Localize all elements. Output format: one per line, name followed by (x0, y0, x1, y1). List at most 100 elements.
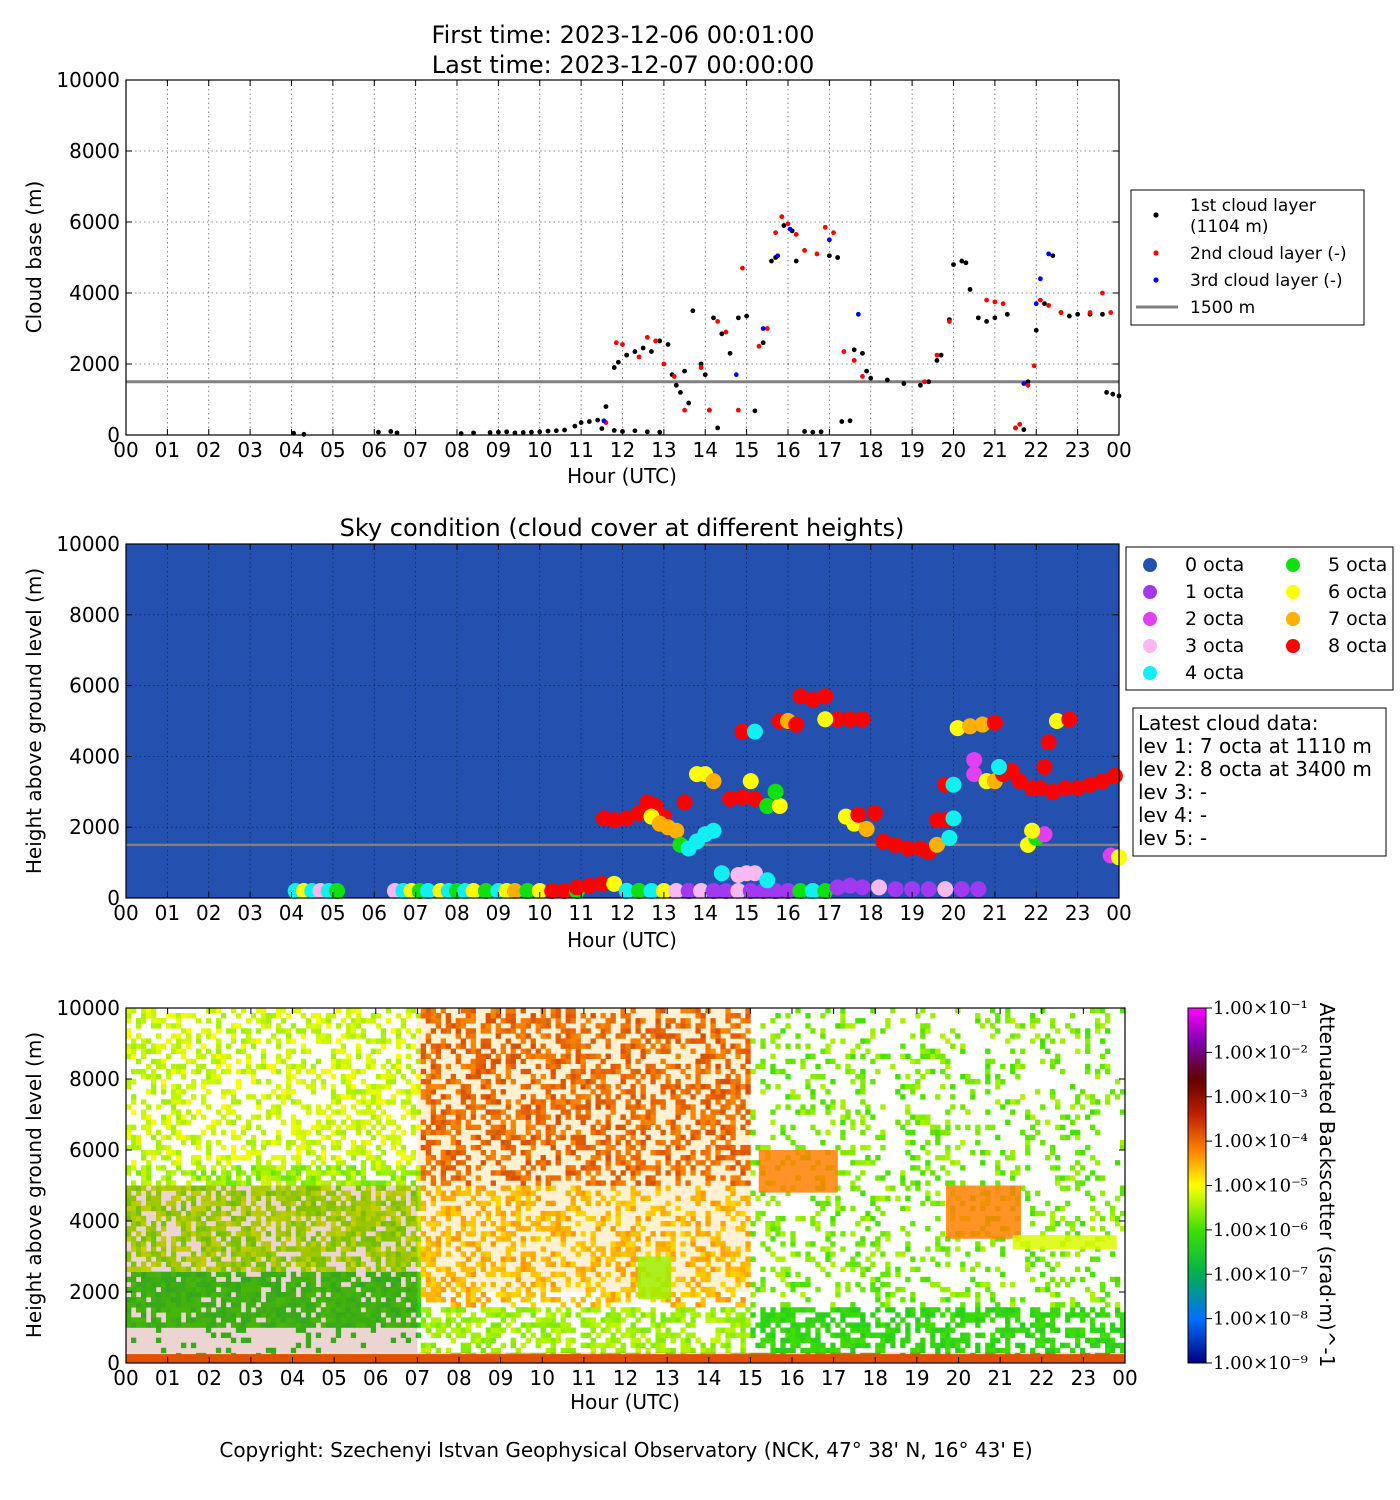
backscatter-cell (560, 1256, 566, 1262)
legend-label-layer1-detail: (1104 m) (1190, 217, 1269, 237)
backscatter-cell (610, 1322, 616, 1328)
backscatter-cell (470, 1099, 476, 1105)
backscatter-cell (630, 1043, 636, 1049)
backscatter-cell (730, 1180, 736, 1186)
backscatter-cell (430, 1068, 436, 1075)
backscatter-cell (485, 1099, 491, 1105)
backscatter-cell (705, 1286, 711, 1293)
backscatter-cell (700, 1084, 706, 1090)
backscatter-cell (625, 1144, 631, 1151)
backscatter-cell (245, 1068, 252, 1075)
backscatter-cell (695, 1231, 701, 1237)
backscatter-cell (350, 1205, 357, 1212)
cloud-base-point-layer1 (702, 372, 708, 378)
backscatter-cell (490, 1155, 496, 1161)
backscatter-cell (485, 1018, 491, 1024)
backscatter-cell (590, 1322, 596, 1328)
backscatter-cell (410, 1170, 417, 1176)
sky-condition-point (742, 773, 759, 790)
backscatter-cell (505, 1297, 511, 1303)
backscatter-cell (565, 1347, 571, 1354)
backscatter-cell (535, 1134, 541, 1141)
backscatter-cell (230, 1109, 237, 1115)
backscatter-cell (370, 1236, 377, 1242)
backscatter-cell (700, 1286, 706, 1293)
backscatter-cell (160, 1205, 167, 1212)
backscatter-cell (540, 1165, 546, 1171)
backscatter-cell (275, 1053, 282, 1060)
backscatter-cell (320, 1109, 327, 1115)
backscatter-cell (205, 1195, 212, 1202)
backscatter-cell (175, 1063, 182, 1070)
backscatter-cell (545, 1084, 551, 1090)
backscatter-cell (580, 1271, 586, 1278)
backscatter-cell (140, 1292, 147, 1298)
backscatter-cell (620, 1073, 626, 1080)
backscatter-cell (555, 1210, 561, 1217)
backscatter-cell (365, 1150, 372, 1156)
backscatter-cell (470, 1231, 476, 1237)
cloud-base-point-layer1 (884, 377, 890, 383)
backscatter-cell (675, 1170, 681, 1176)
backscatter-cell (145, 1190, 152, 1196)
backscatter-cell (240, 1312, 247, 1318)
backscatter-cell (380, 1322, 387, 1328)
backscatter-cell (305, 1200, 312, 1207)
backscatter-cell (295, 1322, 302, 1328)
cloud-base-point-layer2 (1058, 310, 1064, 315)
backscatter-cell (450, 1079, 456, 1085)
backscatter-cell (250, 1210, 257, 1217)
cloud-base-point-layer3 (775, 253, 781, 259)
backscatter-cell (705, 1317, 711, 1323)
backscatter-cell (505, 1104, 511, 1110)
backscatter-cell (150, 1322, 157, 1328)
backscatter-cell (330, 1109, 337, 1115)
backscatter-cell (520, 1266, 526, 1273)
backscatter-cell (520, 1256, 526, 1262)
backscatter-cell (730, 1205, 736, 1212)
cloud-base-point-layer2 (934, 352, 940, 358)
backscatter-cell (330, 1292, 337, 1298)
octa-legend-marker (1286, 639, 1300, 653)
backscatter-cell (170, 1033, 177, 1039)
backscatter-cell (370, 1109, 377, 1115)
backscatter-cell (225, 1175, 232, 1181)
backscatter-cell (305, 1195, 312, 1202)
backscatter-cell (640, 1043, 646, 1049)
backscatter-cell (485, 1251, 491, 1257)
backscatter-cell (320, 1322, 327, 1328)
backscatter-cell (680, 1018, 686, 1024)
backscatter-cell (305, 1215, 312, 1222)
backscatter-cell (675, 1124, 681, 1131)
backscatter-cell (525, 1337, 531, 1344)
backscatter-cell (230, 1256, 237, 1262)
sky-condition-point (1048, 713, 1065, 729)
backscatter-cell (126, 1134, 132, 1141)
backscatter-cell (265, 1215, 272, 1222)
backscatter-cell (400, 1018, 407, 1024)
backscatter-cell (575, 1251, 581, 1257)
cloud-base-point-layer1 (657, 338, 663, 344)
backscatter-cell (385, 1190, 392, 1196)
backscatter-cell (390, 1094, 397, 1100)
backscatter-cell (175, 1084, 182, 1090)
cloud-base-y-label: Cloud base (m) (22, 181, 46, 334)
backscatter-cell (460, 1190, 466, 1196)
sky-condition-point (1082, 776, 1099, 793)
backscatter-cell (260, 1185, 267, 1191)
backscatter-cell (355, 1129, 362, 1136)
backscatter-cell (695, 1089, 701, 1095)
backscatter-cell (235, 1195, 242, 1202)
backscatter-cell (315, 1119, 322, 1125)
backscatter-cell (460, 1089, 466, 1095)
backscatter-cell (690, 1322, 696, 1328)
backscatter-cell (505, 1236, 511, 1242)
backscatter-cell (685, 1337, 691, 1344)
backscatter-cell (660, 1033, 666, 1039)
backscatter-cell (385, 1099, 392, 1105)
backscatter-cell (126, 1195, 132, 1202)
backscatter-cell (250, 1297, 257, 1303)
backscatter-cell (505, 1068, 511, 1075)
backscatter-cell (520, 1048, 526, 1054)
cloud-base-point-layer1 (615, 359, 621, 365)
